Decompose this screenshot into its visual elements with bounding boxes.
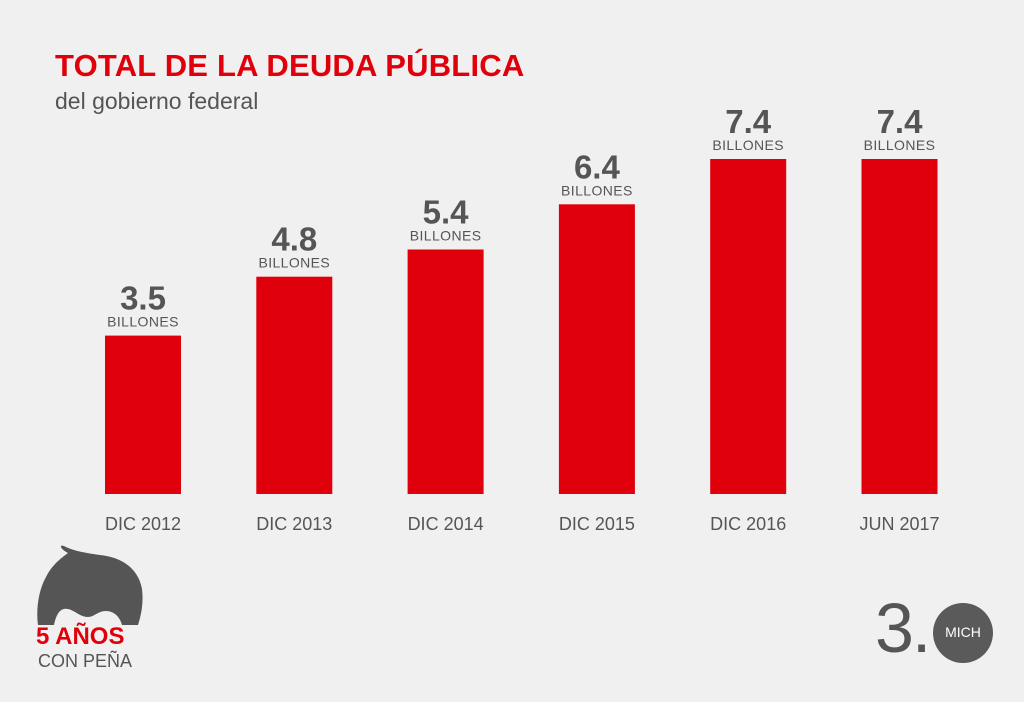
bar-dic-2013 [256,276,333,494]
unit-label: BILLONES [561,182,633,198]
bar-dic-2012 [105,335,181,494]
logo-circle [933,603,993,663]
unit-label: BILLONES [410,228,482,244]
unit-label: BILLONES [864,137,936,153]
value-label: 7.4 [877,103,924,140]
unit-label: BILLONES [107,314,179,330]
unit-label: BILLONES [258,255,330,271]
logo-number: 3. [875,589,931,667]
five-years-text: 5 AÑOS [36,623,125,650]
chart-subtitle: del gobierno federal [55,88,259,114]
value-label: 4.8 [271,221,317,258]
head-silhouette-icon [37,545,143,625]
unit-label: BILLONES [712,137,784,153]
category-label: JUN 2017 [859,514,939,534]
logo-mich-text: MICH [945,624,981,640]
chart-title: TOTAL DE LA DEUDA PÚBLICA [55,48,525,83]
bar-dic-2015 [558,204,635,495]
five-years-logo: 5 AÑOS CON PEÑA [30,545,150,675]
tres-mich-logo: 3. MICH [875,589,1000,671]
category-label: DIC 2016 [710,514,786,534]
bar-jun-2017 [861,159,938,494]
value-label: 6.4 [574,148,621,185]
con-pena-text: CON PEÑA [38,651,133,671]
value-label: 5.4 [423,194,470,231]
bar-dic-2014 [407,249,484,494]
bar-dic-2016 [710,159,787,494]
value-label: 7.4 [725,103,772,140]
value-label: 3.5 [120,280,166,317]
category-label: DIC 2015 [559,514,635,534]
category-label: DIC 2014 [408,514,484,534]
category-label: DIC 2013 [256,514,332,534]
category-label: DIC 2012 [105,514,181,534]
